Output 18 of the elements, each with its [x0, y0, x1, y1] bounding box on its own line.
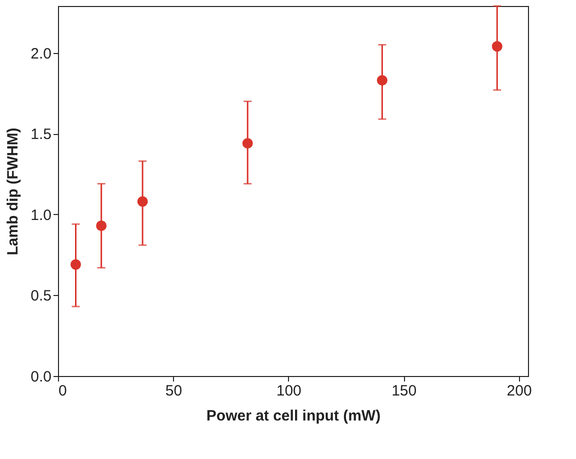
point: [376, 75, 388, 86]
y-tick-label: 0.5: [30, 288, 52, 305]
point: [242, 138, 253, 149]
x-axis-title: Power at cell input (mW): [206, 408, 381, 424]
x-tick-label: 0: [58, 382, 67, 400]
y-tick-label: 1.0: [30, 206, 52, 224]
point: [96, 220, 107, 231]
y-tick-label: 1.5: [30, 126, 52, 144]
x-tick-label: 50: [165, 382, 182, 400]
y-tick-label: 2.0: [30, 45, 52, 62]
point: [70, 259, 81, 270]
x-tick-label: 150: [392, 382, 417, 400]
point: [137, 196, 148, 207]
x-tick-label: 100: [276, 382, 302, 400]
x-tick-label: 200: [506, 382, 532, 400]
y-tick-label: 0.0: [30, 368, 52, 386]
point: [492, 41, 502, 52]
y-axis-title: Lamb dip (FWHM): [4, 128, 22, 256]
